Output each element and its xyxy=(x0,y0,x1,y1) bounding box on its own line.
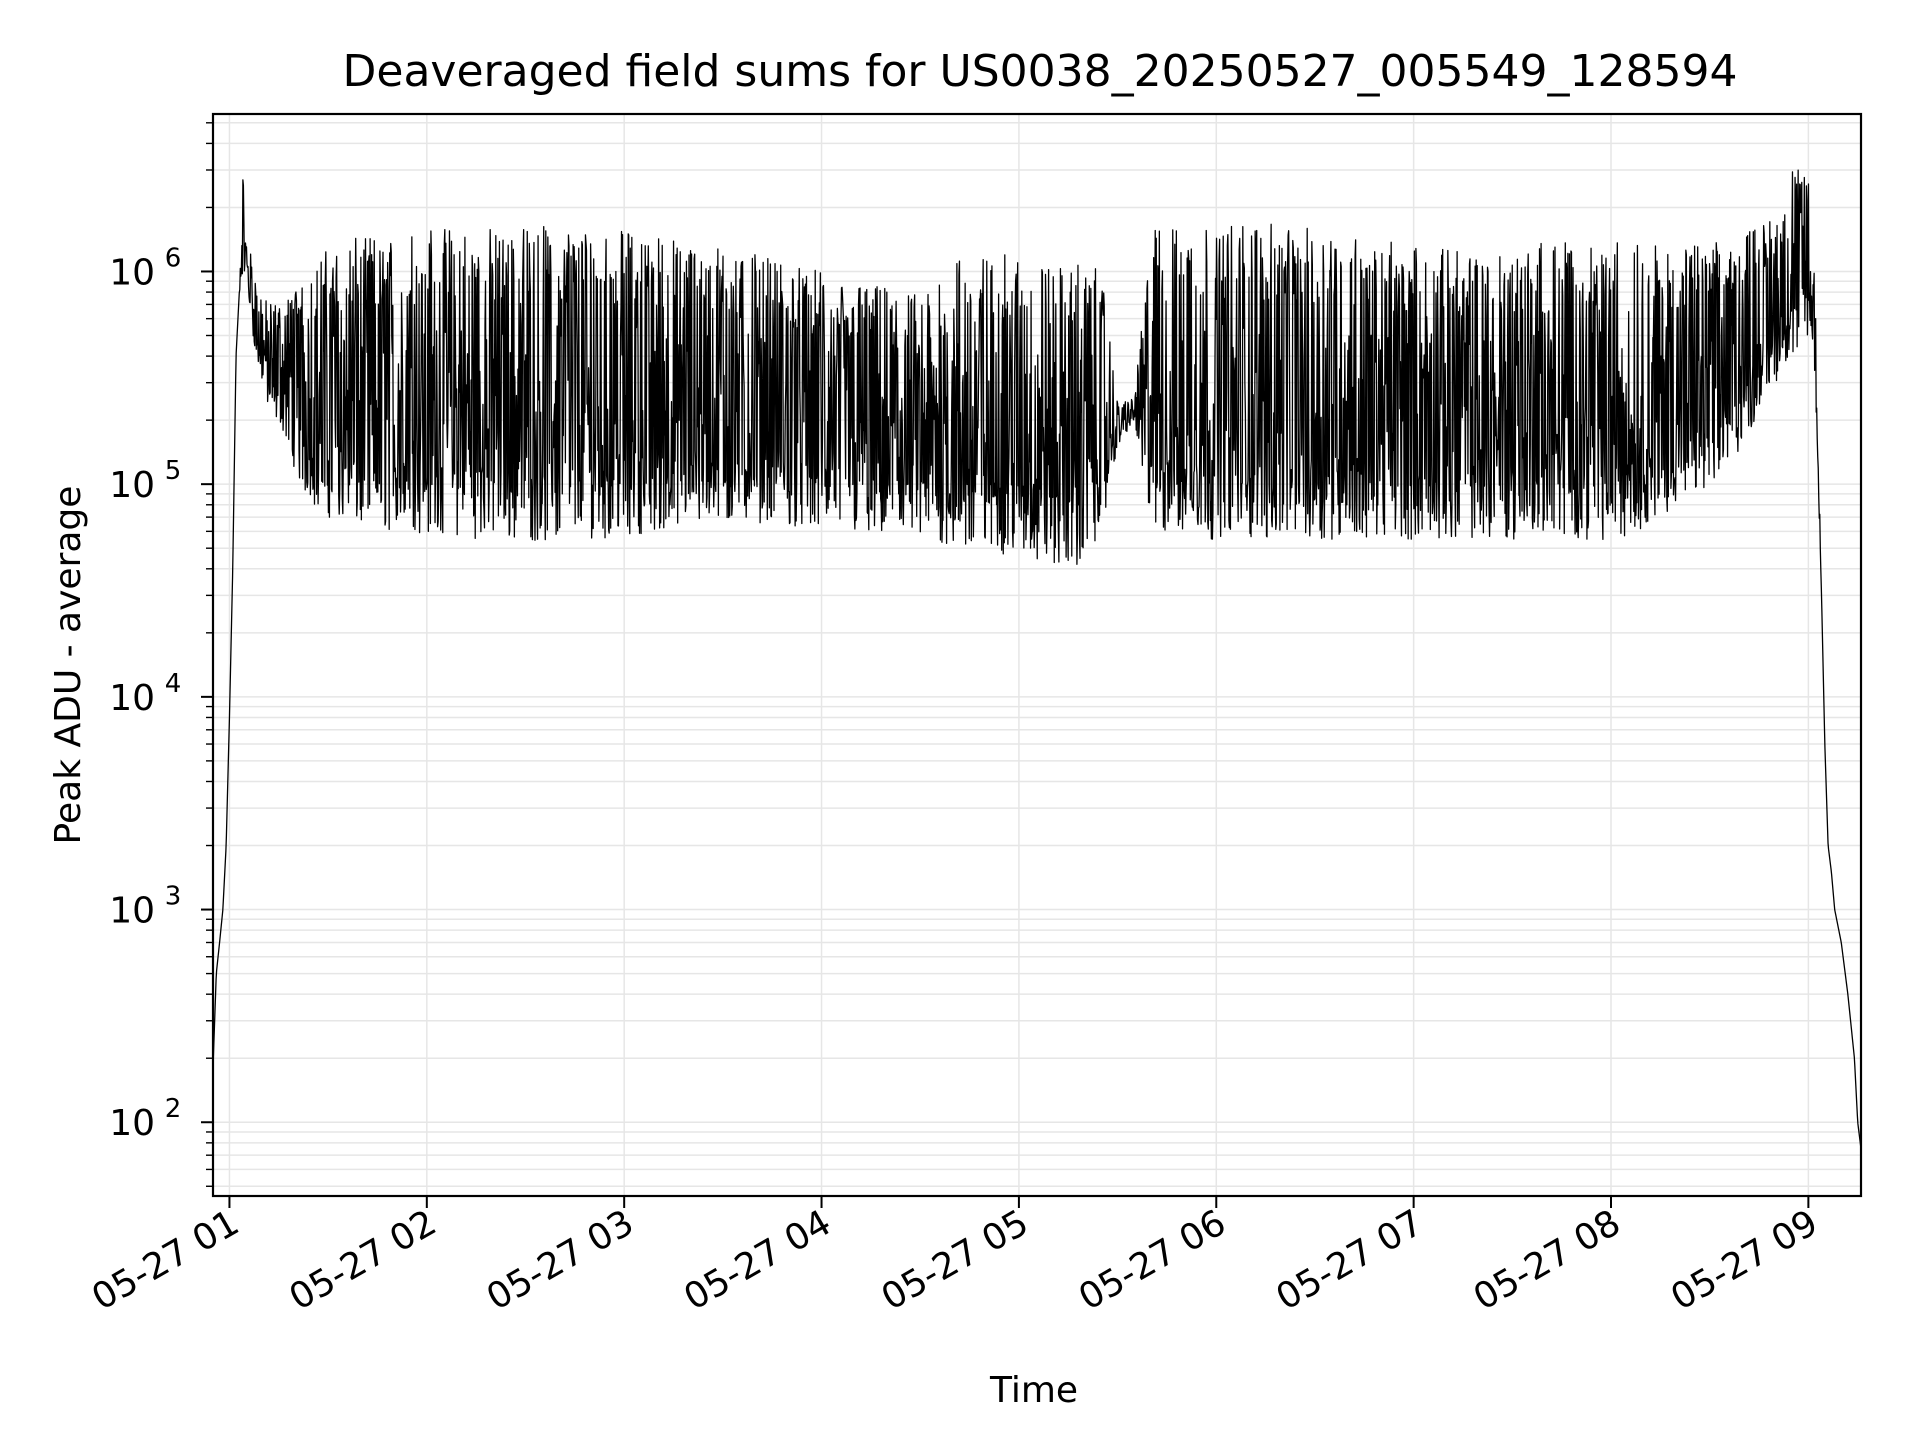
x-tick-label: 05-27 06 xyxy=(1072,1202,1233,1318)
y-tick-base: 10 xyxy=(109,1103,155,1144)
x-tick-label: 05-27 05 xyxy=(875,1202,1036,1318)
y-axis-label: Peak ADU - average xyxy=(48,486,89,845)
series-line xyxy=(212,169,1862,1149)
y-tick-label: 10 5 xyxy=(109,456,181,506)
plot-area xyxy=(212,169,1862,1149)
y-tick-base: 10 xyxy=(109,252,155,293)
x-tick-label: 05-27 02 xyxy=(283,1202,444,1318)
chart-title: Deaveraged field sums for US0038_2025052… xyxy=(343,46,1738,97)
x-tick-label: 05-27 03 xyxy=(480,1202,641,1318)
y-tick-exponent: 3 xyxy=(165,882,182,912)
y-tick-label: 10 4 xyxy=(109,669,181,719)
x-tick-label: 05-27 07 xyxy=(1269,1202,1430,1318)
y-tick-exponent: 2 xyxy=(165,1094,182,1124)
y-tick-base: 10 xyxy=(109,891,155,932)
x-tick-label: 05-27 04 xyxy=(677,1202,838,1318)
plot-frame xyxy=(211,112,1863,1198)
y-tick-label: 10 6 xyxy=(109,243,181,293)
y-tick-exponent: 5 xyxy=(165,456,182,486)
y-tick-base: 10 xyxy=(109,465,155,506)
y-tick-label: 10 3 xyxy=(109,882,181,932)
y-tick-exponent: 6 xyxy=(165,243,182,273)
y-tick-exponent: 4 xyxy=(165,669,182,699)
y-tick-base: 10 xyxy=(109,678,155,719)
x-axis-label: Time xyxy=(989,1370,1078,1411)
y-tick-label: 10 2 xyxy=(109,1094,181,1144)
x-tick-label: 05-27 08 xyxy=(1467,1202,1628,1318)
x-tick-label: 05-27 01 xyxy=(85,1202,246,1318)
x-tick-label: 05-27 09 xyxy=(1664,1202,1825,1318)
